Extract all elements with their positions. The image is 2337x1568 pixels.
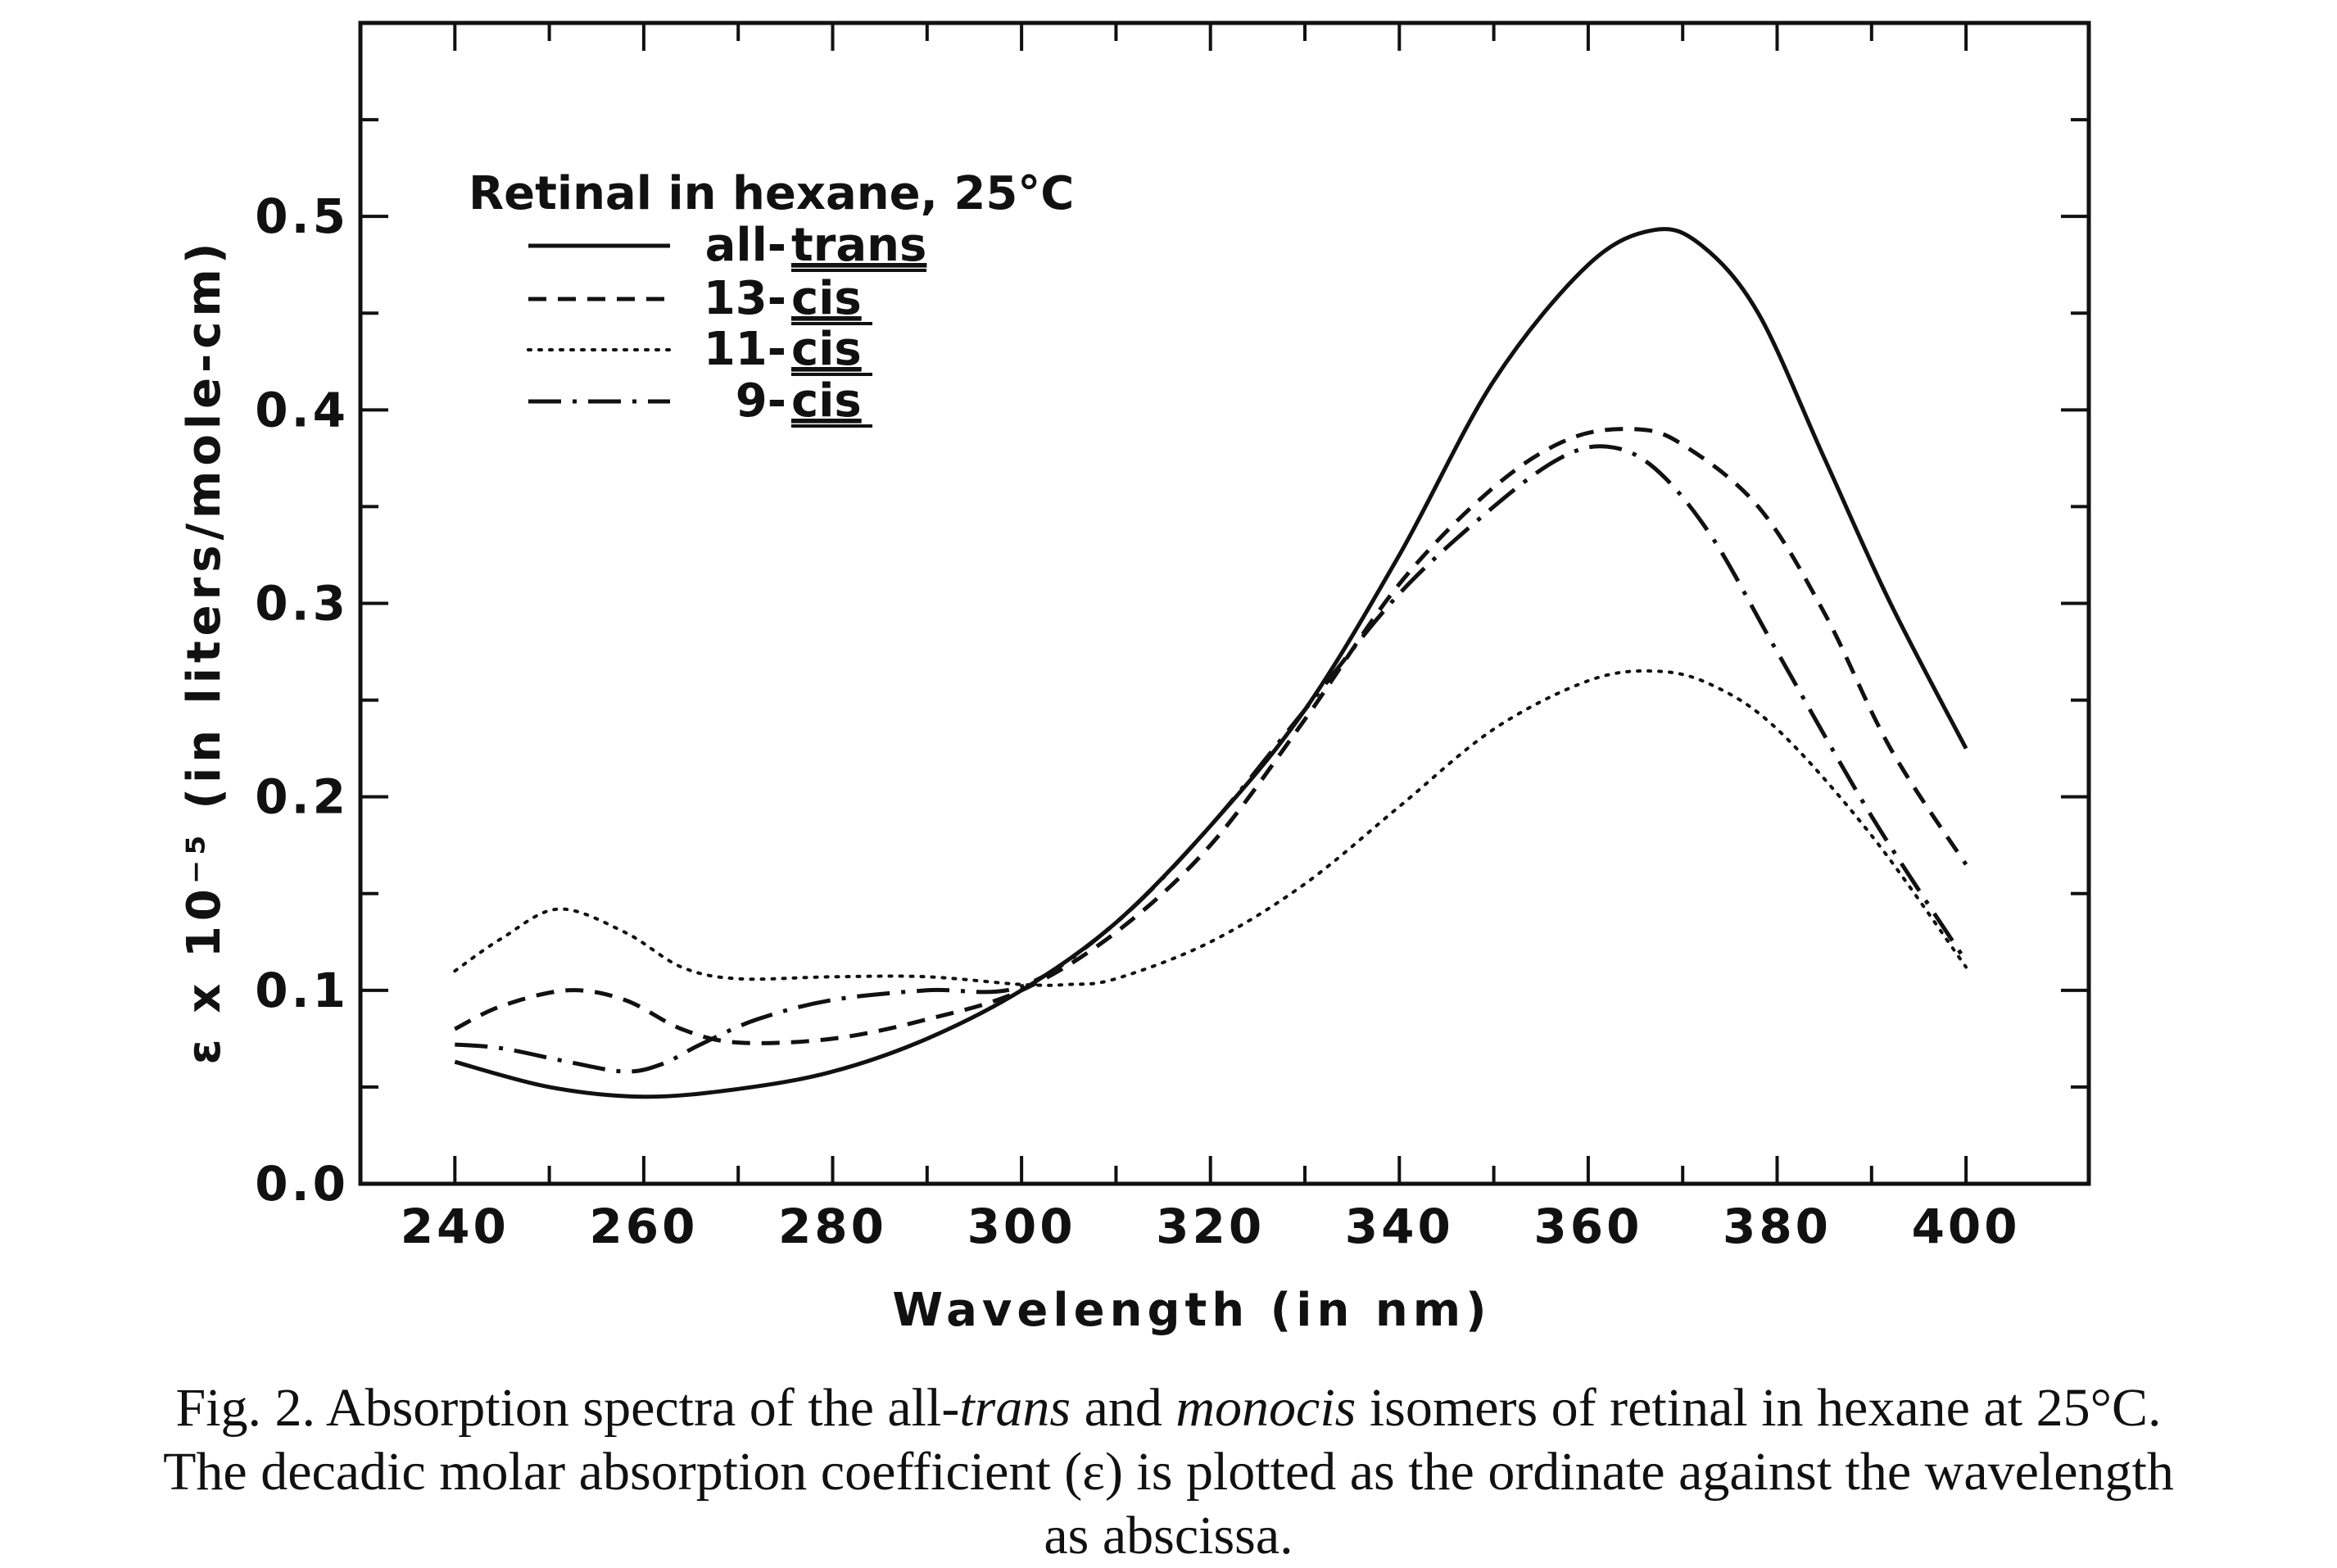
legend-label-isomer: cis xyxy=(791,272,862,325)
caption-text-1: Fig. 2. Absorption spectra of the all- xyxy=(175,1378,960,1438)
caption-line-1: Fig. 2. Absorption spectra of the all-tr… xyxy=(16,1376,2321,1440)
x-tick-label: 240 xyxy=(401,1199,510,1254)
x-tick-label: 360 xyxy=(1533,1199,1642,1254)
caption-text-3: isomers of retinal in hexane at 25°C. xyxy=(1356,1378,2162,1438)
caption-line-3: as abscissa. xyxy=(1044,1506,1293,1566)
legend-label-prefix: 13- xyxy=(704,272,786,325)
series-line-9-cis xyxy=(455,444,1968,1074)
caption-emphasis-monocis: monocis xyxy=(1175,1378,1356,1438)
caption-line-2: The decadic molar absorption coefficient… xyxy=(163,1442,2174,1502)
caption-text-2: and xyxy=(1071,1378,1176,1438)
x-tick-label: 280 xyxy=(778,1199,887,1254)
legend-label-prefix: 11- xyxy=(704,323,786,376)
x-tick-label: 380 xyxy=(1723,1199,1832,1254)
series-line-13-cis xyxy=(454,427,1968,1045)
legend-label-prefix: all- xyxy=(705,219,786,272)
legend-title: Retinal in hexane, 25°C xyxy=(469,167,1074,220)
series-line-all-trans xyxy=(454,227,1968,1099)
caption-emphasis-trans: trans xyxy=(959,1378,1071,1438)
y-tick-label: 0.1 xyxy=(255,963,349,1018)
y-tick-label: 0.2 xyxy=(255,769,349,825)
legend-label-prefix: 9- xyxy=(736,374,786,428)
x-tick-label: 260 xyxy=(589,1199,698,1254)
y-tick-label: 0.0 xyxy=(255,1156,349,1212)
x-tick-label: 320 xyxy=(1156,1199,1265,1254)
x-tick-label: 300 xyxy=(967,1199,1076,1254)
y-tick-label: 0.5 xyxy=(255,188,349,244)
y-tick-label: 0.4 xyxy=(255,382,349,437)
x-tick-label: 340 xyxy=(1345,1199,1454,1254)
legend-label-isomer: cis xyxy=(791,323,862,376)
legend-label-isomer: trans xyxy=(791,219,926,272)
y-tick-label: 0.3 xyxy=(255,576,349,632)
x-tick-label: 400 xyxy=(1912,1199,2021,1254)
figure-caption: Fig. 2. Absorption spectra of the all-tr… xyxy=(16,1376,2321,1568)
x-axis-title: Wavelength (in nm) xyxy=(892,1284,1491,1337)
legend-label-isomer: cis xyxy=(791,374,862,428)
y-axis-title: ε x 10⁻⁵ (in liters/mole-cm) xyxy=(178,238,231,1065)
